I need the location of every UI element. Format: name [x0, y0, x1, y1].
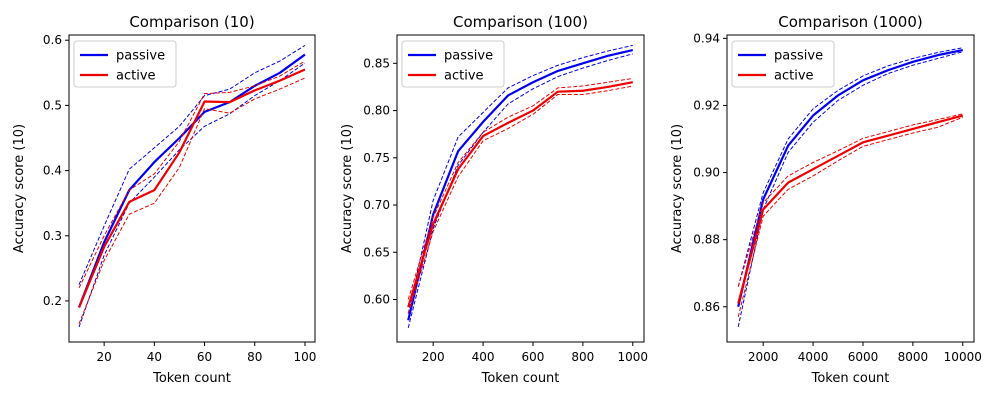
series-passive-upper-line: [737, 47, 963, 287]
y-tick-label: 0.85: [363, 56, 390, 70]
x-axis-label: Token count: [811, 371, 890, 386]
series-active-line: [737, 114, 964, 304]
series-passive-line: [737, 49, 963, 308]
y-axis-label: Accuracy score (10): [670, 124, 685, 253]
series-lines: [407, 44, 634, 328]
x-tick-label: 10000: [944, 350, 982, 364]
y-tick-label: 0.6: [43, 33, 62, 47]
x-tick-label: 800: [571, 350, 594, 364]
legend: passive active: [73, 40, 177, 88]
y-tick-label: 0.94: [693, 31, 720, 45]
chart-title: Comparison (1000): [778, 13, 922, 31]
series-lines: [78, 45, 306, 328]
y-axis-label: Accuracy score (10): [12, 124, 27, 253]
series-active-upper-line: [407, 77, 633, 300]
x-tick-label: 6000: [848, 350, 879, 364]
x-tick-label: 40: [147, 350, 162, 364]
y-axis-label: Accuracy score (10): [340, 124, 355, 253]
axes-frame: [396, 34, 645, 343]
subplot-1: Comparison (10) Token count Accuracy sco…: [12, 13, 316, 386]
legend-label-active: active: [774, 69, 814, 84]
y-tick-label: 0.80: [363, 104, 390, 118]
series-passive-upper-line: [407, 44, 633, 314]
x-tick-label: 20: [97, 350, 112, 364]
axes-frame: [68, 34, 316, 343]
y-tick-label: 0.3: [43, 229, 62, 243]
series-passive-line: [407, 49, 634, 321]
y-tick-label: 0.70: [363, 198, 390, 212]
legend-label-passive: passive: [444, 49, 493, 64]
y-tick-label: 0.75: [363, 151, 390, 165]
legend-label-active: active: [444, 69, 484, 84]
chart-title: Comparison (10): [129, 13, 254, 31]
y-tick-label: 0.86: [693, 300, 720, 314]
y-tick-label: 0.2: [43, 294, 62, 308]
x-tick-label: 2000: [748, 350, 779, 364]
series-active-line: [407, 81, 633, 308]
series-active-line: [78, 68, 306, 308]
x-axis-label: Token count: [481, 371, 560, 386]
legend: passive active: [401, 40, 505, 88]
x-axis-label: Token count: [152, 371, 231, 386]
y-tick-label: 0.4: [43, 164, 62, 178]
y-tick-label: 0.88: [693, 233, 720, 247]
x-tick-label: 1000: [617, 350, 648, 364]
series-active-lower-line: [737, 116, 963, 317]
legend-label-passive: passive: [116, 49, 165, 64]
series-passive-lower-line: [78, 62, 306, 328]
series-active-upper-line: [78, 60, 306, 289]
x-tick-label: 4000: [798, 350, 829, 364]
x-tick-label: 600: [522, 350, 545, 364]
series-passive-lower-line: [407, 53, 633, 328]
series-lines: [737, 47, 964, 328]
series-passive-lower-line: [737, 51, 963, 328]
x-tick-label: 100: [294, 350, 317, 364]
series-passive-upper-line: [78, 45, 306, 285]
series-active-lower-line: [78, 77, 306, 324]
y-tick-label: 0.90: [693, 166, 720, 180]
subplot-3: Comparison (1000) Token count Accuracy s…: [670, 13, 982, 386]
x-tick-label: 80: [247, 350, 262, 364]
y-tick-label: 0.65: [363, 245, 390, 259]
chart-title: Comparison (100): [453, 13, 588, 31]
series-active-lower-line: [407, 85, 633, 314]
x-tick-label: 60: [197, 350, 212, 364]
subplot-2: Comparison (100) Token count Accuracy sc…: [340, 13, 648, 386]
y-tick-label: 0.60: [363, 292, 390, 306]
axes-frame: [726, 34, 975, 343]
x-tick-label: 200: [422, 350, 445, 364]
legend-label-passive: passive: [774, 49, 823, 64]
x-tick-label: 400: [472, 350, 495, 364]
y-tick-label: 0.5: [43, 98, 62, 112]
x-tick-label: 8000: [898, 350, 929, 364]
y-tick-label: 0.92: [693, 98, 720, 112]
series-active-upper-line: [737, 113, 963, 287]
legend-label-active: active: [116, 69, 156, 84]
legend: passive active: [731, 40, 835, 88]
